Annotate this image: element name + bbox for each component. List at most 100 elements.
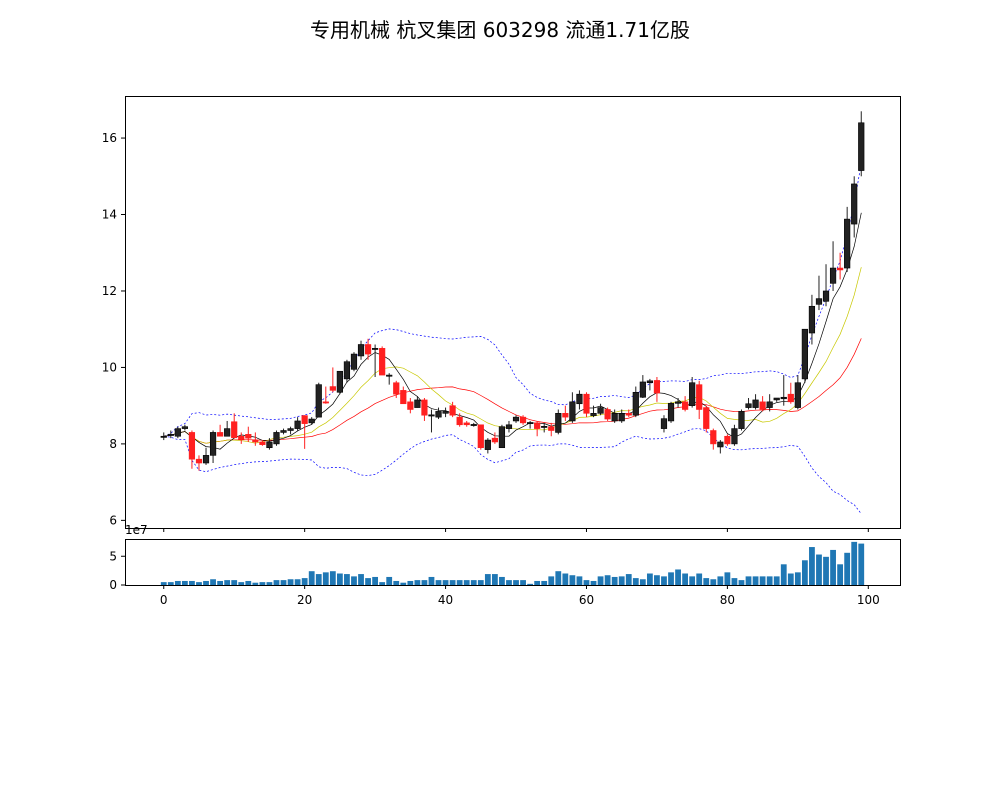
candle-body xyxy=(674,401,682,404)
volume-bar xyxy=(160,582,167,585)
candle xyxy=(752,394,759,410)
candle-body xyxy=(583,393,590,414)
price-tick-label: 10 xyxy=(102,360,117,374)
volume-bar xyxy=(407,580,414,585)
bollinger-lower-line xyxy=(163,428,862,515)
candle xyxy=(604,407,611,421)
candle xyxy=(224,420,231,437)
x-tick-label: 80 xyxy=(720,593,735,607)
candle xyxy=(653,376,661,402)
candle-body xyxy=(738,411,745,429)
candle-body xyxy=(498,426,506,449)
volume-bar xyxy=(590,580,597,585)
candle-body xyxy=(569,401,576,422)
candle xyxy=(315,382,322,418)
candle xyxy=(266,438,273,450)
candle-body xyxy=(801,328,808,380)
candle-body xyxy=(245,434,252,439)
volume-bar xyxy=(661,576,667,585)
volume-bar xyxy=(344,574,350,585)
candle xyxy=(336,370,343,395)
candle xyxy=(414,396,421,408)
candle xyxy=(209,430,217,464)
volume-bar xyxy=(463,580,470,585)
candle xyxy=(541,422,548,433)
candle-body xyxy=(717,441,724,448)
candle xyxy=(245,426,252,442)
candle xyxy=(724,434,731,446)
chart-title: 专用机械 杭叉集团 603298 流通1.71亿股 xyxy=(310,18,690,42)
volume-bar xyxy=(816,554,822,585)
candle xyxy=(238,432,245,444)
candle-body xyxy=(456,416,463,426)
volume-bar xyxy=(830,549,836,585)
candle xyxy=(808,294,816,345)
volume-bar xyxy=(794,572,801,585)
candle-body xyxy=(231,421,238,439)
candle xyxy=(287,426,294,435)
candle xyxy=(597,403,604,416)
volume-bar xyxy=(442,580,449,585)
candle-body xyxy=(611,413,618,422)
candle-body xyxy=(766,401,773,408)
candle xyxy=(562,405,569,421)
candle xyxy=(527,420,534,429)
candle-body xyxy=(259,441,266,445)
candle-body xyxy=(837,267,844,271)
volume-bar xyxy=(597,576,604,585)
candle xyxy=(477,424,484,450)
candle-body xyxy=(710,430,717,445)
candle xyxy=(646,378,653,391)
volume-bar xyxy=(654,575,660,585)
candle xyxy=(583,392,590,418)
volume-bar xyxy=(393,580,400,585)
volume-bar xyxy=(696,573,703,585)
candle-body xyxy=(604,409,611,420)
volume-bar xyxy=(520,580,526,585)
candle xyxy=(576,390,583,410)
candle xyxy=(745,398,752,410)
candle-body xyxy=(484,439,491,450)
candle-body xyxy=(745,403,752,408)
volume-bar xyxy=(196,582,202,585)
volume-bar xyxy=(752,576,759,585)
candle xyxy=(689,376,696,408)
candle-body xyxy=(682,401,689,410)
candle xyxy=(703,405,710,433)
x-tick-label: 40 xyxy=(438,593,453,607)
candle-body xyxy=(266,441,273,449)
volume-bar xyxy=(604,575,611,585)
candle xyxy=(350,352,358,372)
volume-bar xyxy=(189,580,195,585)
volume-bar xyxy=(287,579,294,585)
volume-bar xyxy=(210,579,216,585)
volume-bar xyxy=(273,580,280,585)
candle xyxy=(618,409,625,423)
candle-body xyxy=(505,424,513,429)
volume-bar xyxy=(844,552,851,585)
candle-body xyxy=(660,418,668,429)
volume-bar xyxy=(428,576,435,585)
candle xyxy=(829,241,837,291)
candle xyxy=(435,407,442,420)
volume-bar xyxy=(203,580,209,585)
candle-body xyxy=(442,411,449,414)
candle-body xyxy=(195,458,203,464)
candle xyxy=(519,415,527,425)
candle xyxy=(280,428,287,435)
candle xyxy=(787,382,794,404)
volume-bar xyxy=(541,580,548,585)
volume-bar xyxy=(766,576,773,585)
candle-body xyxy=(252,439,259,443)
candle xyxy=(710,428,717,450)
candle xyxy=(484,438,491,454)
candle xyxy=(738,409,745,431)
candle xyxy=(428,409,435,433)
volume-bar xyxy=(576,576,583,585)
volume-bar xyxy=(548,576,555,585)
candle-body xyxy=(414,399,421,408)
candle-body xyxy=(379,348,386,376)
candle xyxy=(217,424,224,437)
candle xyxy=(639,375,646,399)
volume-panel xyxy=(160,541,865,585)
